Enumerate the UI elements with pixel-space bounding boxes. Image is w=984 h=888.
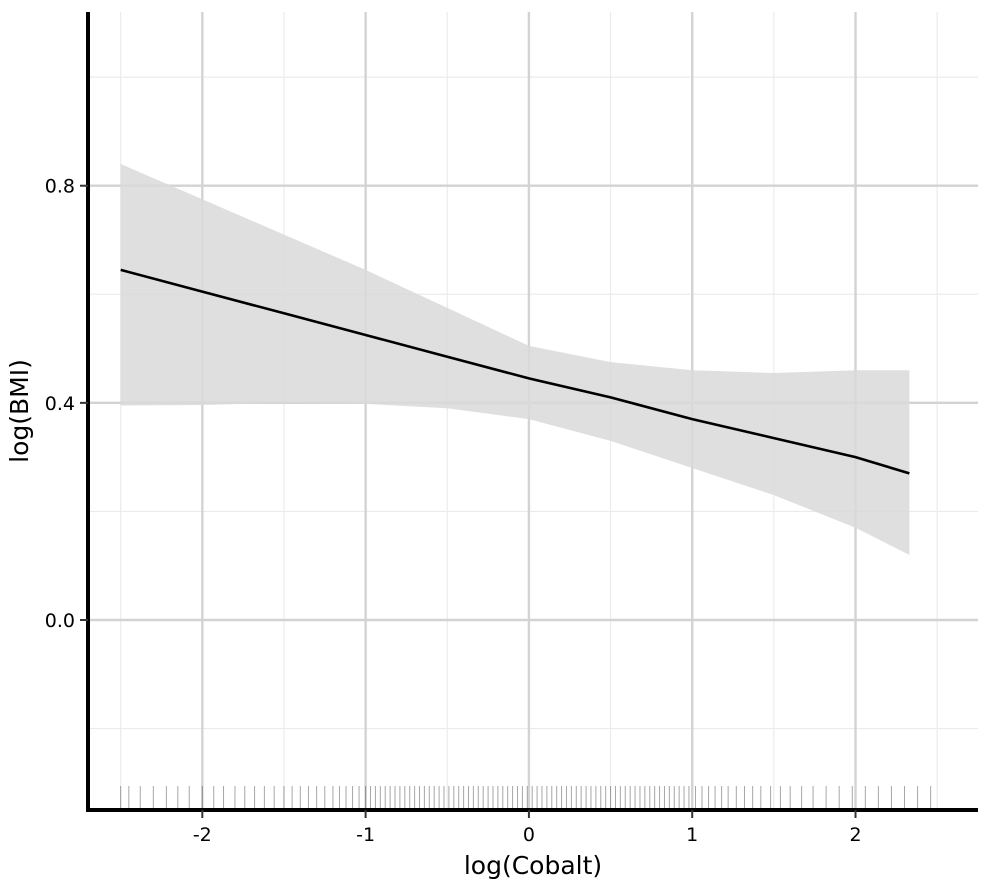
- confidence-band: [120, 164, 910, 555]
- fitted-line: [120, 268, 910, 475]
- x-tick-label: -1: [356, 824, 375, 846]
- x-tick-label: -2: [193, 824, 212, 846]
- x-tick-label: 2: [849, 824, 861, 846]
- y-axis-ticks: 0.0 0.4 0.8: [45, 176, 88, 632]
- rug-marks: [120, 786, 932, 808]
- x-axis-title: log(Cobalt): [464, 851, 602, 880]
- x-tick-label: 0: [523, 824, 535, 846]
- y-tick-label: 0.8: [45, 176, 75, 198]
- x-tick-label: 1: [686, 824, 698, 846]
- y-tick-label: 0.4: [45, 393, 75, 415]
- y-tick-label: 0.0: [45, 610, 75, 632]
- y-axis-title: log(BMI): [5, 359, 34, 463]
- x-axis-ticks: -2 -1 0 1 2: [193, 810, 862, 846]
